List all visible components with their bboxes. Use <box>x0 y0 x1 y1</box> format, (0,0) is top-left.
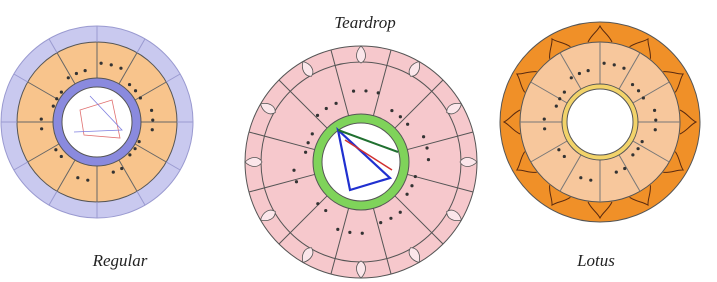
ring <box>119 67 122 70</box>
ring <box>307 141 310 144</box>
ring <box>389 217 392 220</box>
ring <box>292 169 295 172</box>
ring <box>613 63 616 66</box>
ring <box>653 109 656 112</box>
ring <box>364 89 367 92</box>
ring <box>334 102 337 105</box>
ring <box>139 96 142 99</box>
ring <box>134 89 137 92</box>
ring <box>587 69 590 72</box>
ring <box>76 176 79 179</box>
ring <box>52 104 55 107</box>
ring <box>67 76 70 79</box>
ring <box>405 193 408 196</box>
ring <box>361 232 364 235</box>
ring <box>316 114 319 117</box>
ring <box>563 91 566 94</box>
ring <box>642 96 645 99</box>
caption-regular: Regular <box>92 251 148 270</box>
ring <box>406 123 409 126</box>
ring <box>558 97 561 100</box>
ring <box>316 202 319 205</box>
ring <box>150 109 153 112</box>
ring <box>60 91 63 94</box>
ring <box>336 228 339 231</box>
caption-lotus: Lotus <box>576 251 615 270</box>
ring <box>390 109 393 112</box>
ring <box>60 155 63 158</box>
ring <box>623 167 626 170</box>
wheel-regular <box>1 26 193 218</box>
ring <box>641 140 644 143</box>
ring <box>348 231 351 234</box>
ring <box>128 153 131 156</box>
ring <box>615 171 618 174</box>
ring <box>427 158 430 161</box>
ring <box>138 140 141 143</box>
ring <box>603 62 606 65</box>
ring <box>324 209 327 212</box>
ring <box>110 63 113 66</box>
ring <box>414 175 417 178</box>
ring <box>578 72 581 75</box>
ring <box>654 118 657 121</box>
ring <box>567 89 633 155</box>
ring <box>295 180 298 183</box>
caption-teardrop: Teardrop <box>334 13 395 32</box>
ring <box>570 76 573 79</box>
ring <box>637 89 640 92</box>
ring <box>589 179 592 182</box>
wheel-lotus <box>500 22 700 222</box>
ring <box>325 107 328 110</box>
ring <box>40 127 43 130</box>
ring <box>100 62 103 65</box>
ring <box>654 128 657 131</box>
ring <box>636 147 639 150</box>
ring <box>555 104 558 107</box>
ring <box>311 132 314 135</box>
ring <box>84 69 87 72</box>
ring <box>379 221 382 224</box>
ring <box>352 90 355 93</box>
ring <box>322 123 400 201</box>
ring <box>55 97 58 100</box>
ring <box>120 167 123 170</box>
ring <box>543 117 546 120</box>
ring <box>75 72 78 75</box>
ring <box>133 147 136 150</box>
ring <box>151 128 154 131</box>
ring <box>543 127 546 130</box>
ring <box>622 67 625 70</box>
ring <box>62 87 132 157</box>
ring <box>399 211 402 214</box>
ring <box>399 115 402 118</box>
ring <box>410 184 413 187</box>
ring <box>40 117 43 120</box>
ring <box>377 91 380 94</box>
ring <box>304 151 307 154</box>
ring <box>54 148 57 151</box>
ring <box>128 83 131 86</box>
chart-wheels: Teardrop Regular Lotus <box>0 0 717 282</box>
ring <box>425 146 428 149</box>
ring <box>563 155 566 158</box>
ring <box>557 148 560 151</box>
ring <box>631 153 634 156</box>
ring <box>151 118 154 121</box>
wheel-teardrop <box>245 46 477 278</box>
ring <box>86 179 89 182</box>
ring <box>422 135 425 138</box>
ring <box>579 176 582 179</box>
ring <box>112 171 115 174</box>
ring <box>631 83 634 86</box>
